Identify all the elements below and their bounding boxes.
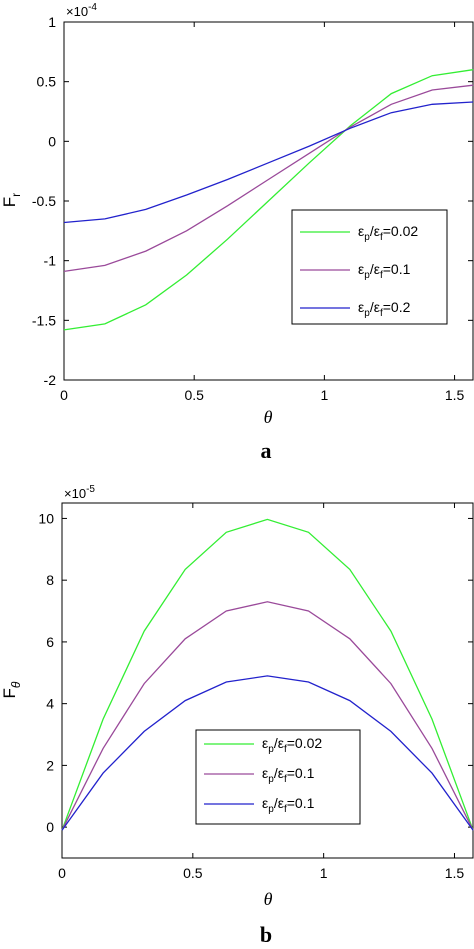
ticks-a: 0 0.5 1 1.5 -2 -1.5 -1 -0.5 0 0.5 1 [32, 14, 473, 403]
y-tick-label-b: 10 [38, 510, 54, 526]
legend-label-b-2: εp/εf=0.1 [262, 765, 315, 785]
legend-label-a-1: εp/εf=0.02 [358, 223, 418, 243]
y-tick-label-a: 1 [48, 14, 56, 30]
chart-panel-a: 0 0.5 1 1.5 -2 -1.5 -1 -0.5 0 0.5 1 ×10-4 Fr θ a ε… [0, 2, 474, 463]
legend-label-b-3: εp/εf=0.1 [262, 795, 315, 815]
series-line-a-3 [63, 101, 474, 224]
x-tick-label-a: 0 [60, 387, 68, 403]
panel-label-b: b [260, 922, 272, 947]
x-tick-label-a: 1.5 [445, 387, 465, 403]
x-tick-label-b: 0.5 [183, 865, 203, 881]
series-line-b-1 [61, 518, 474, 831]
series-line-b-2 [61, 601, 474, 831]
y-tick-label-b: 4 [46, 696, 54, 712]
y-tick-label-a: -0.5 [32, 193, 56, 209]
series-line-b-3 [61, 675, 474, 831]
multiplier-b: ×10-5 [64, 484, 95, 501]
series-line-a-2 [63, 84, 474, 273]
y-axis-label-a: Fr [0, 193, 23, 207]
y-tick-label-a: -2 [44, 372, 57, 388]
x-tick-label-b: 1 [320, 865, 328, 881]
legend-a: εp/εf=0.02 εp/εf=0.1 εp/εf=0.2 [291, 209, 448, 325]
legend-label-b-1: εp/εf=0.02 [262, 735, 322, 755]
x-axis-label-b: θ [264, 889, 273, 909]
y-axis-label-b: Fθ [0, 681, 23, 698]
legend-entries-a: εp/εf=0.02 εp/εf=0.1 εp/εf=0.2 [300, 223, 418, 319]
y-tick-label-a: -1 [44, 253, 57, 269]
legend-box-a [291, 209, 448, 325]
legend-label-a-3: εp/εf=0.2 [358, 299, 411, 319]
multiplier-a: ×10-4 [66, 2, 97, 19]
ticks-b: 0 0.5 1 1.5 0 2 4 6 8 10 [38, 503, 473, 881]
x-tick-label-a: 1 [320, 387, 328, 403]
legend-label-a-2: εp/εf=0.1 [358, 261, 411, 281]
legend-box-b [195, 729, 361, 825]
series-layer-a [63, 69, 474, 331]
panel-label-a: a [261, 438, 272, 463]
y-tick-label-a: -1.5 [32, 312, 56, 328]
y-tick-label-b: 6 [46, 634, 54, 650]
y-tick-label-b: 0 [46, 819, 54, 835]
series-line-a-1 [63, 69, 474, 331]
y-tick-label-a: 0 [48, 133, 56, 149]
y-tick-label-b: 8 [46, 572, 54, 588]
series-layer-b [61, 518, 474, 831]
x-tick-label-a: 0.5 [184, 387, 204, 403]
y-tick-label-a: 0.5 [37, 74, 57, 90]
legend-entries-b: εp/εf=0.02 εp/εf=0.1 εp/εf=0.1 [204, 735, 322, 815]
x-tick-label-b: 0 [58, 865, 66, 881]
legend-b: εp/εf=0.02 εp/εf=0.1 εp/εf=0.1 [195, 729, 361, 825]
x-tick-label-b: 1.5 [445, 865, 465, 881]
y-tick-label-b: 2 [46, 757, 54, 773]
x-axis-label-a: θ [264, 407, 273, 427]
